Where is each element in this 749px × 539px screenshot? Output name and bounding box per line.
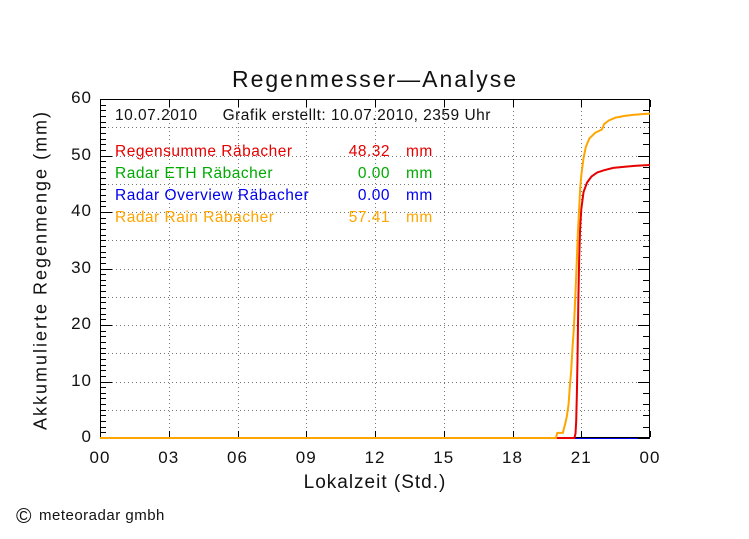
y-tick-label: 40 <box>71 201 92 221</box>
legend-label: Radar ETH Räbacher <box>115 165 274 182</box>
y-tick-label: 0 <box>81 427 92 447</box>
x-tick-label: 00 <box>639 448 661 467</box>
series-radar-rain-r-bacher <box>100 112 651 439</box>
y-tick-label: 10 <box>71 370 92 390</box>
legend-unit: mm <box>406 143 433 160</box>
legend-unit: mm <box>406 187 433 204</box>
copyright-text: meteoradar gmbh <box>38 507 165 524</box>
copyright-icon: © <box>16 505 32 528</box>
x-tick-label: 18 <box>502 448 523 467</box>
copyright: © meteoradar gmbh <box>16 505 165 529</box>
x-tick-label: 00 <box>89 448 111 467</box>
legend-label: Radar Overview Räbacher <box>115 187 310 204</box>
x-axis-title: Lokalzeit (Std.) <box>303 472 447 493</box>
y-tick-label: 30 <box>71 257 92 277</box>
legend-unit: mm <box>406 165 433 182</box>
legend-label: Radar Rain Räbacher <box>115 209 275 226</box>
legend-value: 57.41 <box>348 209 390 226</box>
legend-row-radar-overview: Radar Overview Räbacher 0.00 mm <box>115 187 545 209</box>
legend-row-radar-eth: Radar ETH Räbacher 0.00 mm <box>115 165 545 187</box>
x-tick-label: 12 <box>364 448 386 467</box>
legend-row-radar-rain: Radar Rain Räbacher 57.41 mm <box>115 209 545 231</box>
legend-value: 0.00 <box>357 187 390 204</box>
legend-value: 0.00 <box>357 165 390 182</box>
x-tick-label: 06 <box>227 448 248 467</box>
legend-unit: mm <box>406 209 433 226</box>
plot-header: 10.07.2010 Grafik erstellt: 10.07.2010, 2… <box>115 107 491 125</box>
x-tick-label: 03 <box>158 448 180 467</box>
x-tick-label: 15 <box>433 448 455 467</box>
x-tick-label: 09 <box>295 448 317 467</box>
legend-label: Regensumme Räbacher <box>115 143 293 160</box>
legend-value: 48.32 <box>348 143 390 160</box>
legend-row-regensumme: Regensumme Räbacher 48.32 mm <box>115 143 545 165</box>
series-regensumme-r-bacher <box>100 164 651 439</box>
plot-date: 10.07.2010 <box>115 107 198 124</box>
x-tick-label: 21 <box>570 448 592 467</box>
chart-title: Regenmesser—Analyse <box>231 66 518 92</box>
plot-created-timestamp: Grafik erstellt: 10.07.2010, 2359 Uhr <box>222 107 491 124</box>
y-tick-label: 20 <box>71 314 92 334</box>
y-tick-label: 60 <box>71 88 92 108</box>
y-tick-label: 50 <box>71 144 92 164</box>
